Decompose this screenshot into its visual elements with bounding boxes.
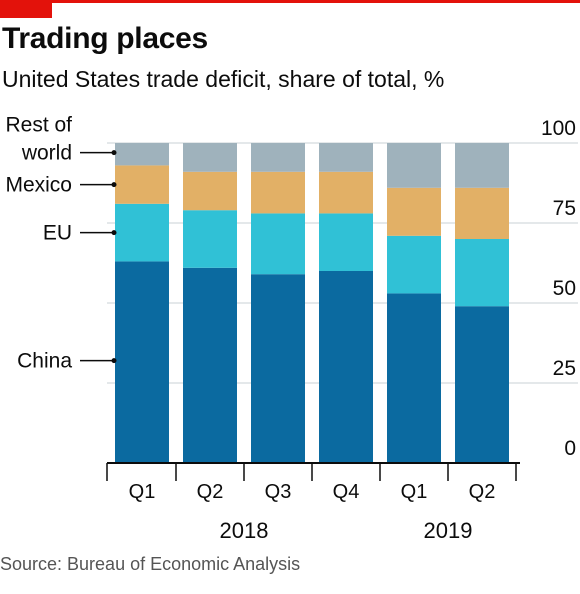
bar-segment <box>455 143 509 188</box>
chart-subtitle: United States trade deficit, share of to… <box>2 66 445 92</box>
y-tick-label: 25 <box>553 357 576 380</box>
bar-segment <box>183 210 237 268</box>
x-tick-label: Q2 <box>197 481 224 503</box>
x-group-label: 2019 <box>424 518 473 543</box>
bar-segment <box>183 171 237 211</box>
legend-label: Mexico <box>5 174 72 197</box>
chart-title: Trading places <box>2 22 208 55</box>
bar-segment <box>319 213 373 271</box>
x-axis <box>106 462 520 481</box>
y-tick-label: 50 <box>553 277 576 300</box>
bar-segment <box>115 143 169 166</box>
bar-segment <box>319 271 373 463</box>
legend-leader-dot <box>111 358 117 364</box>
y-tick-label: 100 <box>541 117 576 140</box>
bars <box>115 143 509 463</box>
x-tick-label: Q4 <box>333 481 360 503</box>
x-tick-label: Q1 <box>401 481 428 503</box>
bar-segment <box>455 306 509 463</box>
legend-label: Rest of world <box>5 114 72 165</box>
inline-legend: China EU Mexico Rest of world <box>5 114 117 373</box>
legend-leader-dot <box>111 182 117 188</box>
bar-segment <box>387 187 441 236</box>
x-group-label: 2018 <box>220 518 269 543</box>
bar-segment <box>251 171 305 214</box>
bar-segment <box>455 187 509 239</box>
top-accent-rule <box>0 0 580 3</box>
y-tick-label: 75 <box>553 197 576 220</box>
bar-segment <box>455 239 509 307</box>
bar-segment <box>115 165 169 204</box>
x-tick-label: Q2 <box>469 481 496 503</box>
brand-tag <box>0 0 52 18</box>
bar-segment <box>115 203 169 262</box>
stacked-bar-chart: 0 25 50 75 100 Q1 Q2 Q3 Q4 Q1 Q2 2018 2019 China EU M… <box>5 114 578 543</box>
legend-label: China <box>17 350 72 373</box>
x-tick-label: Q1 <box>129 481 156 503</box>
bar-segment <box>251 274 305 463</box>
bar-segment <box>183 143 237 172</box>
bar-segment <box>319 143 373 172</box>
bar-segment <box>319 171 373 214</box>
x-tick-labels: Q1 Q2 Q3 Q4 Q1 Q2 2018 2019 <box>129 481 496 543</box>
y-tick-label: 0 <box>564 437 576 460</box>
bar-segment <box>251 143 305 172</box>
legend-leader-dot <box>111 230 117 236</box>
legend-label: EU <box>43 222 72 245</box>
bar-segment <box>387 143 441 188</box>
bar-segment <box>251 213 305 275</box>
bar-segment <box>387 293 441 463</box>
x-tick-label: Q3 <box>265 481 292 503</box>
bar-segment <box>115 261 169 463</box>
legend-leader-dot <box>111 150 117 156</box>
y-tick-labels: 0 25 50 75 100 <box>541 117 576 460</box>
bar-segment <box>387 235 441 294</box>
bar-segment <box>183 267 237 463</box>
source-note: Source: Bureau of Economic Analysis <box>0 554 301 574</box>
